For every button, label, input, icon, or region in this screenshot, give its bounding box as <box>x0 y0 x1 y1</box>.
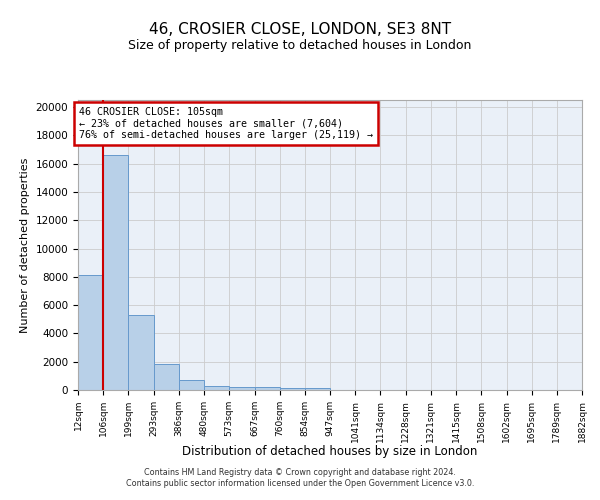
Bar <box>229 387 254 390</box>
Bar <box>103 155 128 390</box>
Bar <box>128 315 154 390</box>
Bar <box>179 380 204 390</box>
Bar <box>154 364 179 390</box>
Text: Contains HM Land Registry data © Crown copyright and database right 2024.
Contai: Contains HM Land Registry data © Crown c… <box>126 468 474 487</box>
Bar <box>254 387 280 390</box>
Text: 46 CROSIER CLOSE: 105sqm
← 23% of detached houses are smaller (7,604)
76% of sem: 46 CROSIER CLOSE: 105sqm ← 23% of detach… <box>79 108 373 140</box>
Y-axis label: Number of detached properties: Number of detached properties <box>20 158 30 332</box>
Bar <box>204 386 229 390</box>
X-axis label: Distribution of detached houses by size in London: Distribution of detached houses by size … <box>182 444 478 458</box>
Text: 46, CROSIER CLOSE, LONDON, SE3 8NT: 46, CROSIER CLOSE, LONDON, SE3 8NT <box>149 22 451 38</box>
Text: Size of property relative to detached houses in London: Size of property relative to detached ho… <box>128 39 472 52</box>
Bar <box>280 388 305 390</box>
Bar <box>78 276 103 390</box>
Bar <box>305 388 330 390</box>
